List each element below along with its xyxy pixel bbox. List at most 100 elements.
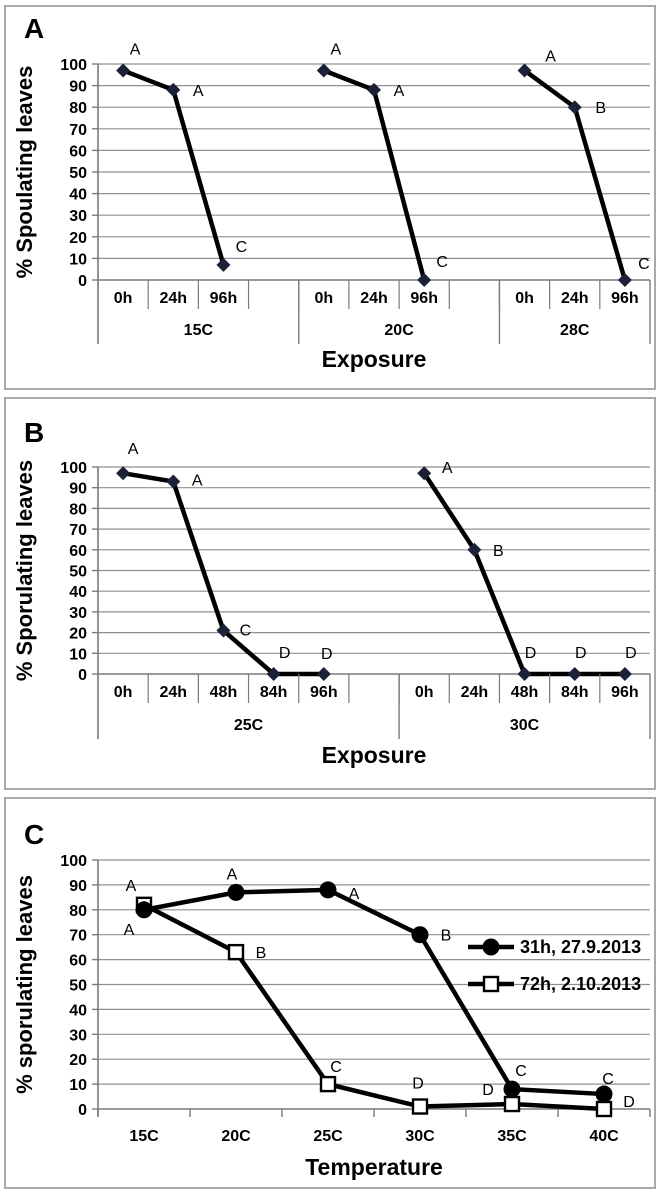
circle-marker [503,1080,521,1098]
y-axis-title: % sporulating leaves [12,875,37,1094]
point-label: D [575,645,587,662]
y-tick-label: 10 [69,251,87,268]
diamond-marker [116,466,131,481]
point-label: A [124,922,135,939]
point-label: D [482,1082,494,1099]
group-label: 15C [184,322,214,339]
x-tick-label: 96h [611,684,639,701]
x-tick-label: 24h [159,290,187,307]
square-marker [595,1100,613,1118]
point-label: B [256,945,267,962]
square-marker [411,1098,429,1115]
x-axis-title: Temperature [305,1154,443,1180]
y-tick-label: 20 [69,230,87,247]
x-axis-title: Exposure [322,346,427,372]
x-tick-label: 40C [589,1128,619,1145]
square-marker [503,1095,521,1113]
y-axis-title: % Spoulating leaves [12,66,37,279]
x-tick-label: 96h [210,290,238,307]
circle-marker [227,883,245,901]
diamond-marker [166,82,181,97]
x-tick-label: 0h [415,684,434,701]
x-tick-label: 15C [129,1128,159,1145]
y-tick-label: 50 [69,564,87,581]
group-label: 20C [384,322,414,339]
y-tick-label: 60 [69,543,87,560]
x-axis-title: Exposure [322,742,427,768]
group-label: 28C [560,322,590,339]
diamond-marker [417,273,432,287]
point-label: C [638,256,650,273]
y-axis-title: % Sporulating leaves [12,460,37,681]
x-tick-label: 24h [360,290,388,307]
diamond-marker [617,273,632,287]
diamond-marker [216,257,231,272]
point-label: B [595,100,606,117]
point-label: A [126,878,137,895]
point-label: A [193,83,204,100]
circle-marker [135,901,153,919]
group-label: 25C [234,717,264,734]
point-label: D [525,645,537,662]
point-label: D [321,646,333,663]
y-tick-label: 10 [69,646,87,663]
diamond-marker [617,667,632,681]
y-tick-label: 70 [69,928,87,945]
x-tick-label: 84h [260,684,288,701]
series-line [323,68,427,281]
y-tick-label: 90 [69,481,87,498]
x-tick-label: 24h [461,684,489,701]
y-tick-label: 70 [69,122,87,139]
diamond-marker [467,542,482,557]
panel-c-chart: 0 10 20 30 40 50 60 70 80 90 100 % sporulating leav… [12,853,651,1180]
diamond-marker [367,82,381,97]
x-tick-label: 0h [515,290,534,307]
diamond-marker [166,474,181,489]
point-label: A [330,41,341,58]
y-tick-label: 40 [69,1002,87,1019]
y-tick-label: 20 [69,1052,87,1069]
point-label: A [442,460,453,477]
point-label: D [412,1076,424,1093]
series-line [142,902,605,1112]
y-tick-label: 30 [69,208,87,225]
circle-marker [595,1085,613,1103]
circle-marker [482,938,500,956]
square-marker [227,943,245,961]
y-tick-label: 60 [69,953,87,970]
point-label: C [236,239,248,256]
point-label: A [192,472,203,489]
point-label: D [623,1094,635,1111]
x-tick-label: 20C [221,1128,251,1145]
panel-b-letter: B [24,417,45,448]
y-tick-label: 60 [69,143,87,160]
square-marker [319,1075,337,1093]
square-marker [482,975,500,993]
x-tick-label: 35C [497,1128,527,1145]
diamond-marker [567,100,582,115]
y-tick-label: 10 [69,1077,87,1094]
y-tick-label: 40 [69,584,87,601]
x-tick-label: 84h [561,684,589,701]
y-tick-label: 100 [60,853,87,870]
point-label: C [330,1059,342,1076]
y-tick-label: 0 [78,667,87,684]
diamond-marker [567,667,582,681]
point-label: D [279,645,291,662]
diamond-marker [266,667,281,681]
x-tick-label: 0h [114,684,133,701]
y-tick-label: 70 [69,522,87,539]
circle-marker [319,881,337,899]
y-tick-label: 100 [60,460,87,477]
panel-a-chart: 0 10 20 30 40 50 60 70 80 90 100 % Spoulating leave… [12,41,651,372]
y-tick-label: 20 [69,626,87,643]
y-tick-label: 80 [69,100,87,117]
panel-c: C 0 10 20 30 40 50 60 70 80 90 100 % sporulating le… [4,797,656,1189]
x-tick-label: 96h [410,290,438,307]
series-line [422,471,625,677]
panel-b: B 0 10 20 30 40 50 60 70 80 90 100 % Sporulating le… [4,397,656,790]
point-label: B [441,928,452,945]
x-tick-label: 0h [114,290,133,307]
y-tick-label: 90 [69,878,87,895]
point-label: C [436,254,448,271]
